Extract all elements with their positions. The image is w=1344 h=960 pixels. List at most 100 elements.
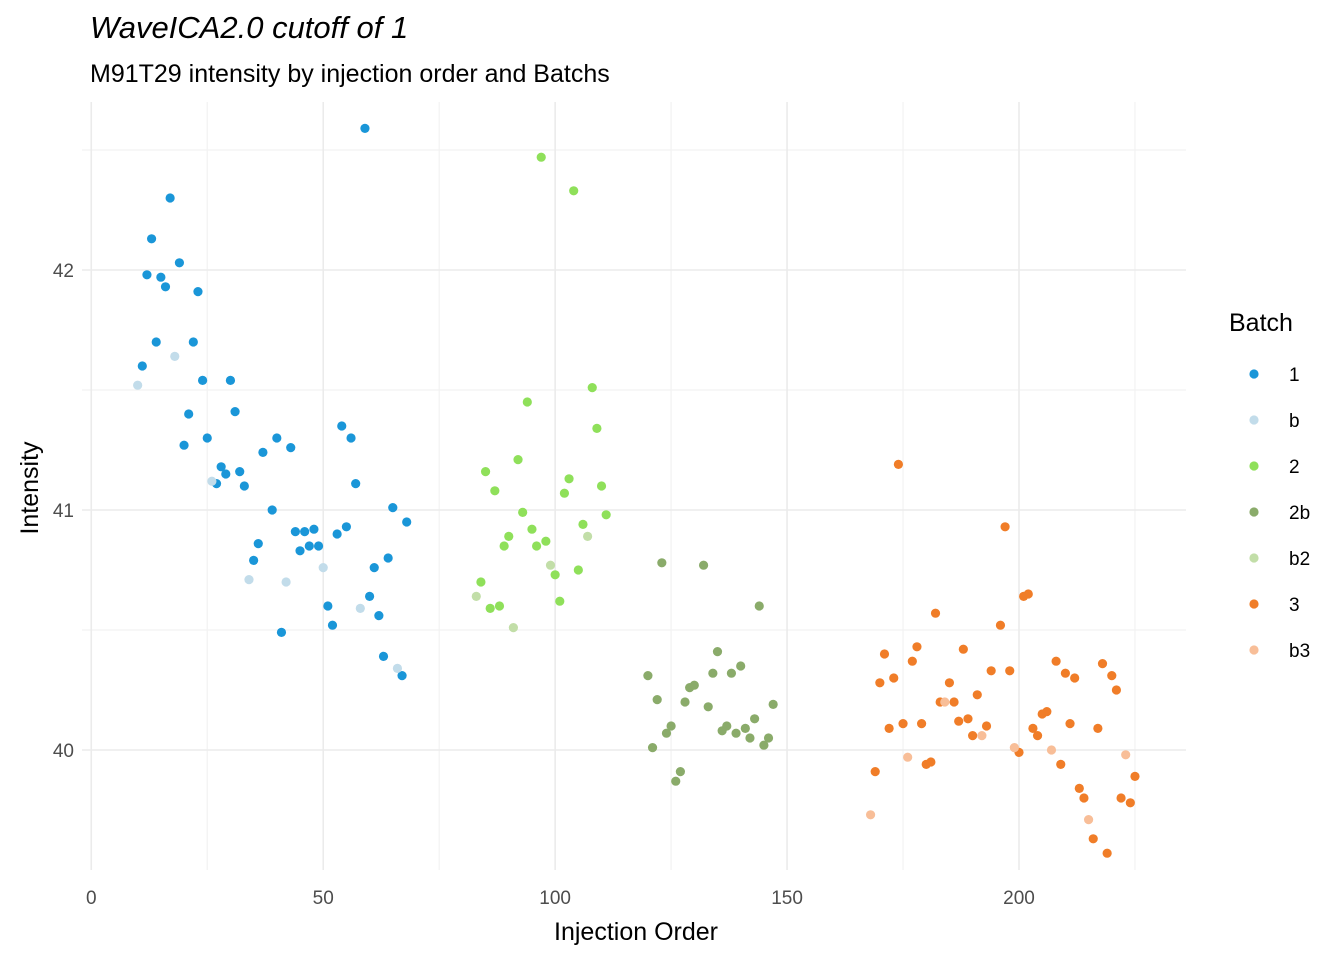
data-point (531, 541, 542, 551)
data-point (346, 433, 356, 443)
data-point (768, 699, 778, 710)
data-point (1051, 656, 1061, 666)
data-point (235, 467, 245, 477)
data-point (388, 503, 398, 513)
data-point (564, 474, 574, 484)
data-point (954, 716, 964, 726)
data-point (536, 152, 546, 162)
data-point (286, 443, 296, 453)
data-point (995, 620, 1006, 630)
data-point (958, 644, 968, 654)
x-tick-label: 100 (539, 888, 571, 909)
data-point (712, 647, 723, 657)
data-point (527, 524, 537, 534)
data-point (703, 702, 713, 712)
data-point (179, 440, 189, 450)
legend-label: b2 (1289, 549, 1310, 570)
data-point (258, 447, 268, 457)
chart-subtitle: M91T29 intensity by injection order and … (90, 60, 610, 88)
data-point (327, 620, 338, 630)
data-point (675, 767, 685, 777)
data-point (198, 375, 208, 385)
data-point (133, 380, 143, 390)
data-point (722, 721, 732, 731)
data-point (930, 608, 941, 618)
data-point (1097, 659, 1108, 669)
data-point (731, 728, 741, 738)
data-point (652, 695, 662, 705)
data-point (490, 486, 500, 496)
legend-label: 2 (1289, 457, 1300, 478)
data-point (300, 527, 310, 537)
legend-key (1249, 553, 1259, 563)
grid (82, 102, 1186, 870)
legend-label: 2b (1289, 503, 1310, 524)
data-point (680, 697, 690, 707)
data-point (522, 397, 532, 407)
data-point (207, 476, 217, 486)
data-point (889, 673, 899, 683)
x-axis-label: Injection Order (554, 918, 718, 946)
data-point (504, 531, 514, 542)
data-point (912, 642, 922, 652)
data-point (165, 193, 175, 203)
legend-key (1249, 507, 1259, 517)
data-point (341, 522, 352, 532)
data-point (160, 282, 171, 292)
data-point (657, 558, 667, 568)
data-point (485, 603, 495, 614)
data-point (1005, 666, 1015, 676)
data-point (708, 668, 718, 678)
data-point (230, 407, 240, 417)
data-point (879, 649, 890, 659)
data-point (875, 678, 885, 688)
legend-key (1249, 415, 1259, 425)
data-points (133, 123, 1140, 858)
data-point (397, 671, 407, 681)
data-point (1111, 685, 1122, 695)
data-point (541, 536, 551, 546)
data-point (754, 601, 764, 611)
data-point (476, 577, 486, 587)
data-point (188, 337, 198, 347)
data-point (689, 680, 699, 690)
x-tick-label: 50 (313, 888, 334, 909)
data-point (332, 529, 342, 539)
data-point (313, 541, 324, 551)
y-tick-label: 40 (53, 741, 74, 762)
data-point (137, 361, 147, 371)
data-point (499, 541, 509, 551)
data-point (174, 258, 185, 268)
data-point (323, 601, 333, 611)
data-point (383, 553, 393, 563)
data-point (1121, 750, 1131, 760)
data-point (750, 714, 760, 724)
data-point (513, 455, 523, 465)
data-point (1032, 731, 1043, 741)
data-point (963, 714, 973, 724)
legend-key (1249, 461, 1259, 471)
data-point (508, 623, 518, 633)
legend-title: Batch (1229, 309, 1293, 337)
data-point (759, 740, 769, 750)
x-tick-label: 200 (1003, 888, 1035, 909)
data-point (1046, 745, 1057, 755)
data-point (221, 469, 231, 479)
data-point (745, 733, 755, 743)
data-point (944, 678, 955, 688)
data-point (884, 723, 894, 734)
x-tick-label: 0 (86, 888, 97, 909)
data-point (559, 488, 570, 498)
data-point (1056, 759, 1066, 770)
data-point (893, 459, 904, 469)
data-point (865, 810, 876, 820)
data-point (216, 462, 226, 472)
data-point (364, 591, 375, 602)
data-point (1065, 719, 1075, 729)
data-point (1028, 723, 1038, 734)
legend-label: 1 (1289, 365, 1300, 386)
data-point (592, 423, 602, 433)
data-point (374, 611, 384, 621)
data-point (643, 671, 653, 681)
